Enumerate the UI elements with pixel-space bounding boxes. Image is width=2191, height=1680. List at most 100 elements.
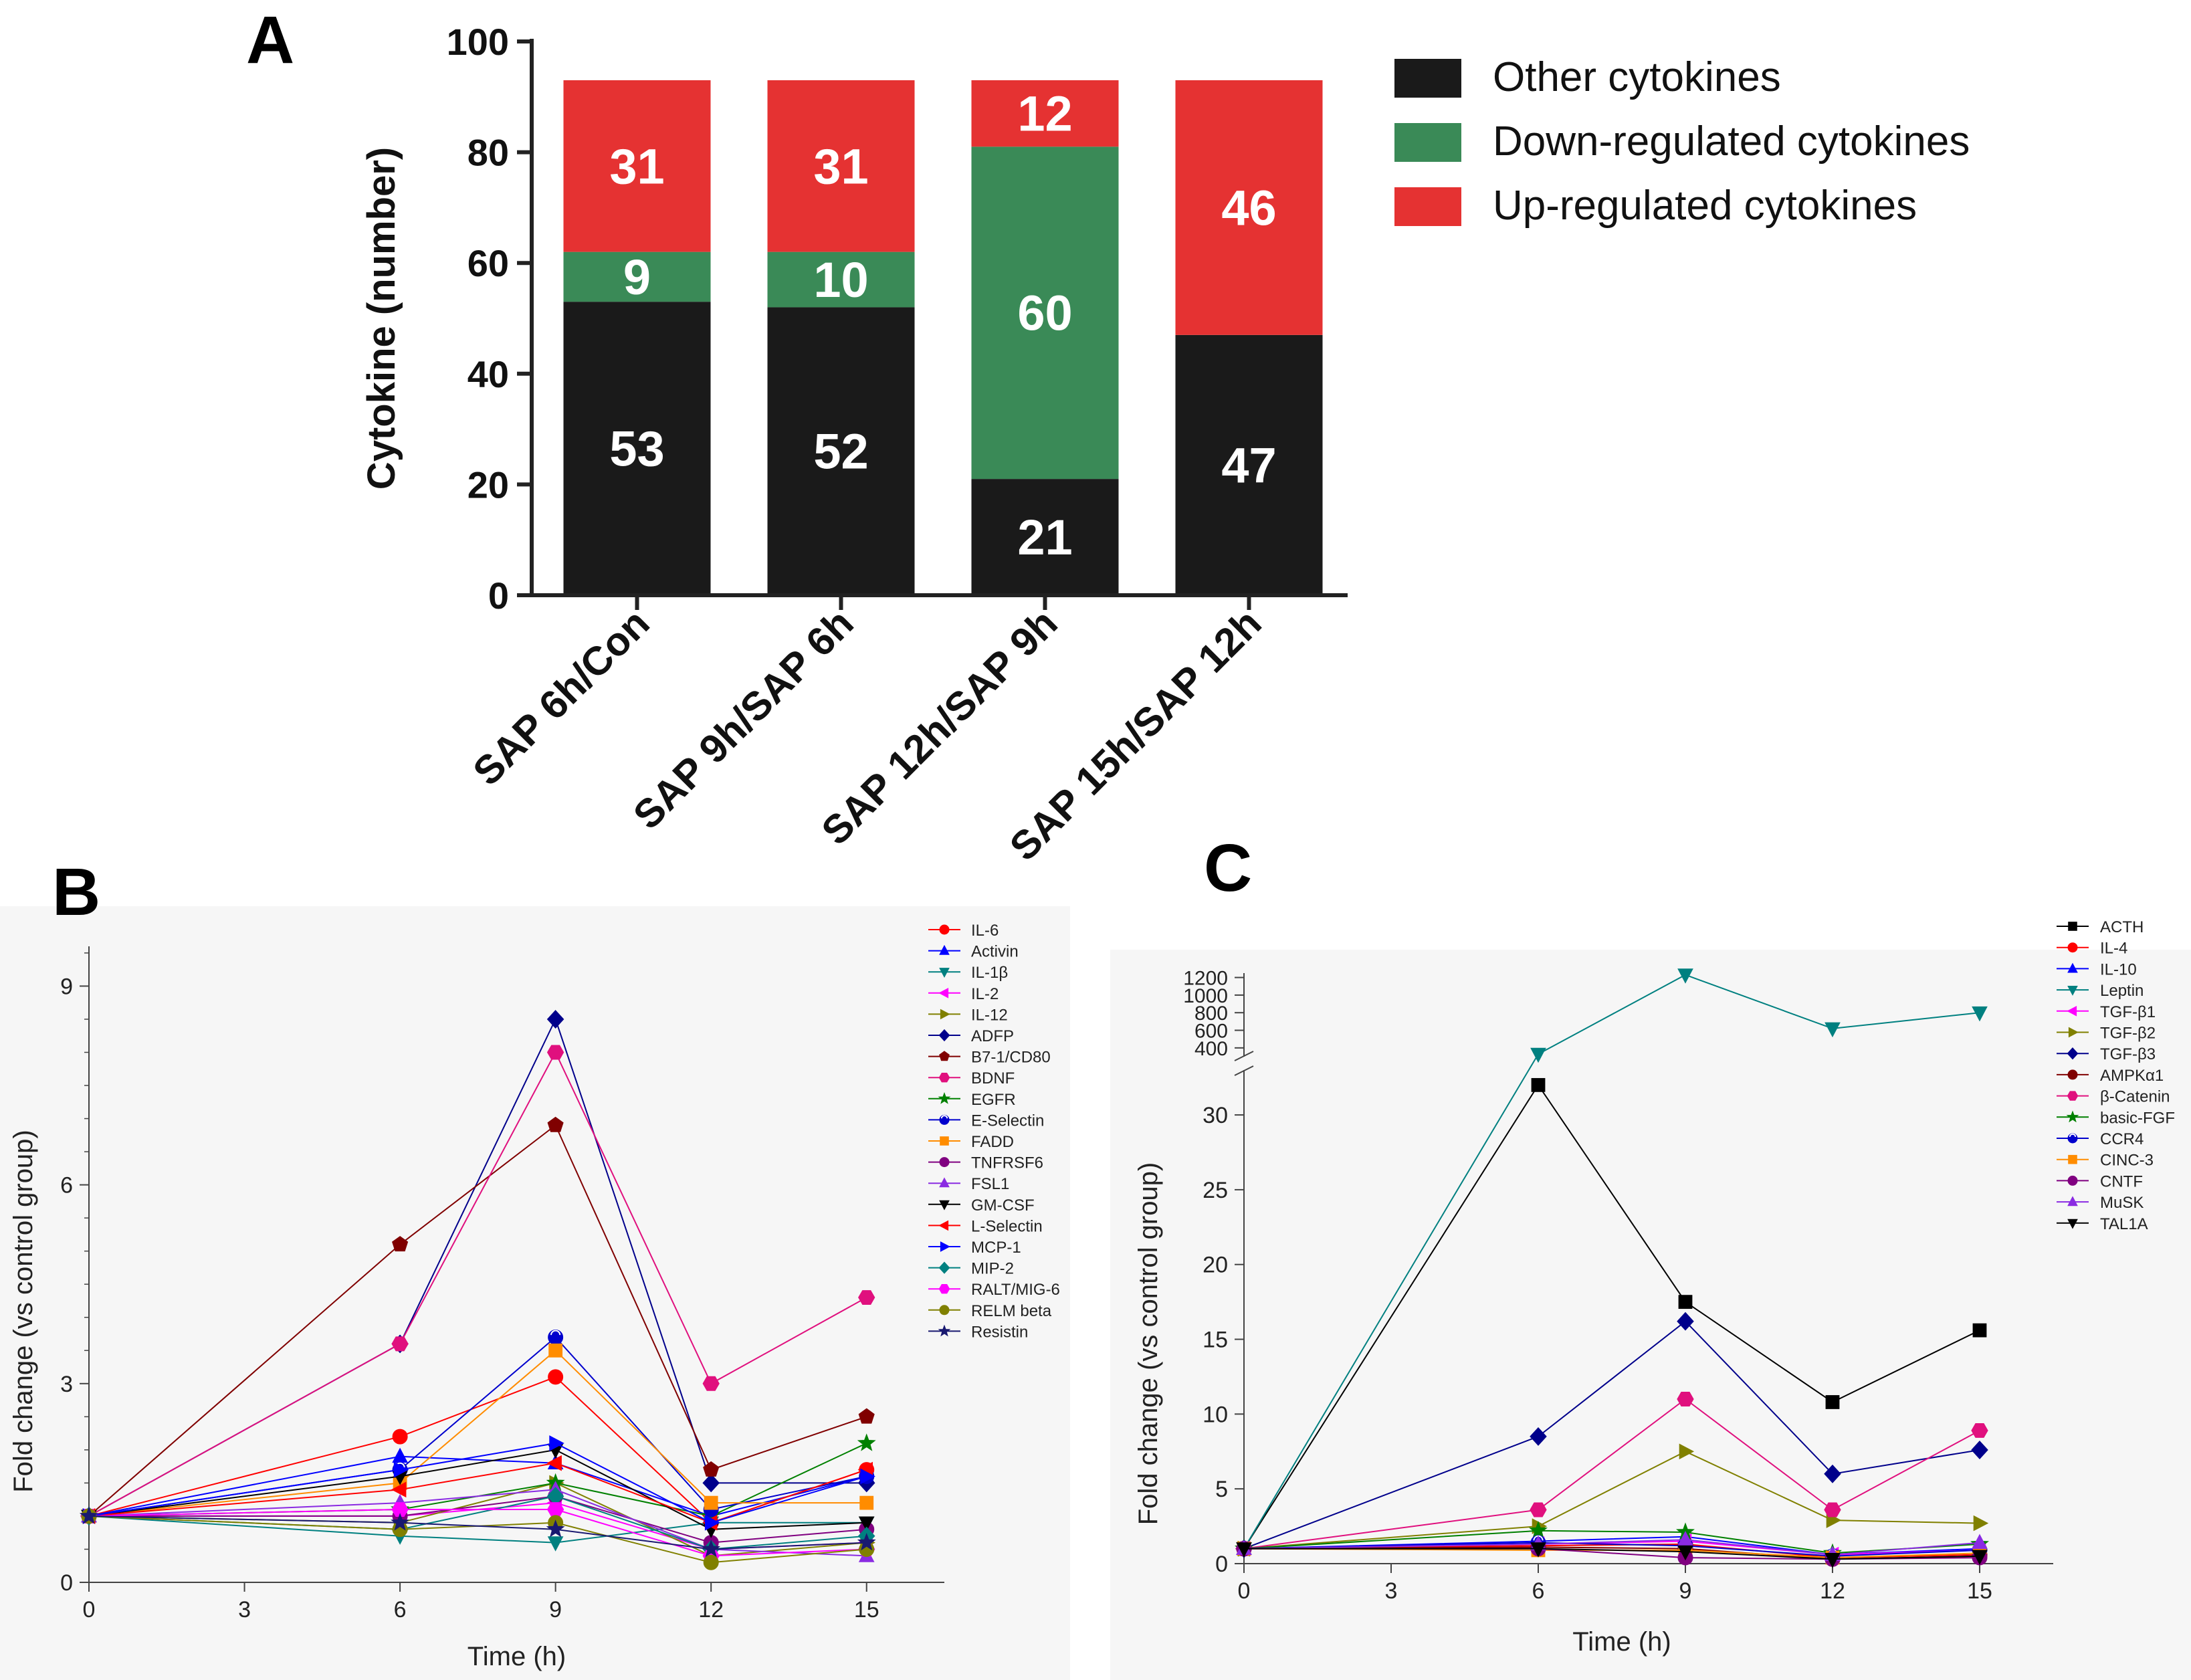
a-bar-down-regulated-cytokines-2 <box>767 251 915 308</box>
c-legend-label-il-10: IL-10 <box>2100 960 2137 978</box>
c-legend-label-catenin: β-Catenin <box>2100 1088 2170 1106</box>
c-legend-marker-il-10 <box>2067 962 2078 973</box>
b-legend-label-ralt-mig-6: RALT/MIG-6 <box>971 1281 1060 1299</box>
c-point-leptin <box>1530 1047 1546 1063</box>
a-legend-label-down-regulated-cytokines: Down-regulated cytokines <box>1493 118 1970 165</box>
c-point-tal1a <box>1824 1553 1841 1568</box>
b-y-tick-label: 9 <box>60 974 73 999</box>
b-legend-marker-il-2 <box>938 987 949 999</box>
b-legend-label-e-selectin: E-Selectin <box>971 1112 1044 1130</box>
b-point-bdnf <box>546 1045 564 1060</box>
b-legend-marker-il-6 <box>939 924 950 935</box>
c-x-tick-label: 0 <box>1238 1578 1251 1604</box>
a-bar-up-regulated-cytokines-3 <box>971 80 1119 147</box>
c-legend-label-basic-fgf: basic-FGF <box>2100 1109 2175 1127</box>
b-legend-label-il-6: IL-6 <box>971 922 999 940</box>
c-axis-break-mark <box>1234 1051 1254 1061</box>
c-legend-marker-acth <box>2068 922 2077 931</box>
c-legend-marker-ampk-1 <box>2067 1069 2078 1080</box>
b-point-egfr <box>857 1433 876 1451</box>
c-legend-label-cinc-3: CINC-3 <box>2100 1152 2154 1170</box>
c-point-tal1a <box>1530 1542 1546 1558</box>
b-legend-label-gm-csf: GM-CSF <box>971 1196 1035 1215</box>
c-legend-label-tgf-1: TGF-β1 <box>2100 1003 2156 1021</box>
b-point-resistin <box>857 1532 876 1551</box>
a-bar-down-regulated-cytokines-1 <box>563 251 711 302</box>
b-y-tick-label: 6 <box>60 1173 73 1198</box>
c-legend-label-ccr4: CCR4 <box>2100 1130 2144 1148</box>
b-point-l-selectin <box>546 1455 562 1471</box>
c-point-tgf-3 <box>1530 1427 1547 1446</box>
c-y-tick-label: 10 <box>1203 1402 1228 1427</box>
c-legend-label-ampk-1: AMPKα1 <box>2100 1067 2164 1085</box>
c-x-axis-label: Time (h) <box>1572 1627 1671 1657</box>
c-y-tick-label: 15 <box>1203 1328 1228 1353</box>
c-point-basic-fgf <box>1529 1521 1548 1539</box>
a-bar-value-label: 47 <box>1221 437 1276 493</box>
b-legend-label-b7-1-cd80: B7-1/CD80 <box>971 1049 1051 1067</box>
b-point-gm-csf <box>858 1516 875 1532</box>
b-legend-marker-il-1 <box>939 968 950 978</box>
b-legend-label-bdnf: BDNF <box>971 1069 1015 1087</box>
c-legend-marker-basic-fgf <box>2066 1110 2079 1123</box>
b-legend-marker-ralt-mig-6 <box>938 1284 950 1294</box>
b-x-tick-label: 6 <box>394 1597 407 1622</box>
c-point-tgf-3 <box>1971 1441 1988 1459</box>
a-legend-label-up-regulated-cytokines: Up-regulated cytokines <box>1493 183 1917 229</box>
panel-label-a: A <box>246 3 294 78</box>
b-x-tick-label: 9 <box>549 1597 562 1622</box>
b-legend-label-relm-beta: RELM beta <box>971 1302 1052 1320</box>
c-point-catenin <box>1971 1423 1988 1438</box>
b-point-mcp-1 <box>704 1514 720 1531</box>
b-legend-label-tnfrsf6: TNFRSF6 <box>971 1154 1043 1172</box>
b-point-fadd <box>548 1343 563 1358</box>
c-point-tal1a <box>1236 1542 1252 1558</box>
c-y-tick-label: 25 <box>1203 1178 1228 1203</box>
a-bar-up-regulated-cytokines-2 <box>767 80 915 252</box>
c-point-tal1a <box>1972 1550 1988 1565</box>
b-point-b7-1-cd80 <box>392 1236 409 1252</box>
c-x-tick-label: 12 <box>1820 1578 1845 1604</box>
b-point-fadd <box>704 1495 718 1510</box>
b-legend-label-resistin: Resistin <box>971 1323 1028 1341</box>
c-legend-label-tal1a: TAL1A <box>2100 1215 2148 1233</box>
b-legend-label-l-selectin: L-Selectin <box>971 1217 1043 1235</box>
b-point-adfp <box>546 1010 564 1029</box>
a-legend-label-other-cytokines: Other cytokines <box>1493 54 1781 100</box>
c-y-tick-label: 1000 <box>1183 985 1228 1007</box>
b-legend-marker-b7-1-cd80 <box>939 1051 950 1061</box>
b-point-b7-1-cd80 <box>703 1461 720 1477</box>
c-legend-marker-cinc-3 <box>2068 1154 2077 1164</box>
b-legend-marker-mcp-1 <box>940 1241 950 1252</box>
c-point-tgf-3 <box>1824 1464 1841 1483</box>
c-y-tick-label: 600 <box>1194 1021 1228 1043</box>
a-bar-value-label: 53 <box>609 421 664 477</box>
b-x-tick-label: 3 <box>238 1597 251 1622</box>
c-point-catenin <box>1530 1502 1547 1517</box>
b-point-resistin <box>80 1506 98 1524</box>
c-legend-marker-tal1a <box>2067 1219 2078 1229</box>
b-y-tick-label: 3 <box>60 1372 73 1397</box>
b-legend-marker-relm-beta <box>939 1305 950 1316</box>
a-bar-value-label: 21 <box>1017 510 1072 565</box>
c-x-tick-label: 6 <box>1532 1578 1545 1604</box>
c-x-tick-label: 15 <box>1967 1578 1992 1604</box>
c-y-tick-label: 5 <box>1215 1477 1228 1502</box>
a-legend-swatch-other-cytokines <box>1394 59 1461 98</box>
c-legend-label-il-4: IL-4 <box>2100 940 2127 958</box>
c-legend-marker-musk <box>2067 1196 2078 1206</box>
c-point-acth <box>1678 1295 1693 1309</box>
c-point-tal1a <box>1677 1545 1693 1561</box>
b-point-bdnf <box>858 1290 875 1305</box>
c-legend-label-musk: MuSK <box>2100 1194 2144 1212</box>
a-bar-value-label: 46 <box>1221 180 1276 235</box>
c-point-catenin <box>1824 1502 1841 1517</box>
a-bar-up-regulated-cytokines-1 <box>563 80 711 252</box>
c-legend-marker-cntf <box>2067 1175 2078 1186</box>
b-point-mcp-1 <box>549 1435 564 1451</box>
b-point-adfp <box>702 1473 720 1493</box>
b-point-resistin <box>702 1539 721 1558</box>
b-legend-label-egfr: EGFR <box>971 1091 1016 1109</box>
